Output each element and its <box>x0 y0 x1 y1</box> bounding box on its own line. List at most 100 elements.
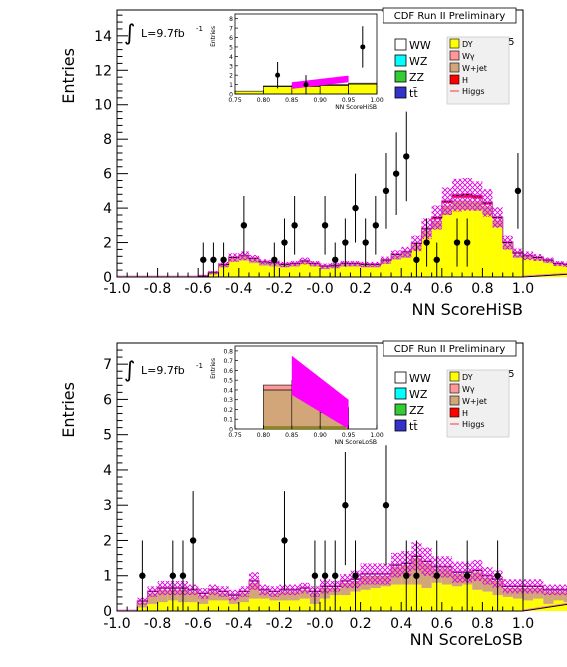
uncertainty-bin <box>370 261 381 268</box>
bar <box>289 600 300 611</box>
bar <box>238 260 249 277</box>
uncertainty-bin <box>147 586 158 597</box>
legend-swatch <box>394 86 407 99</box>
uncertainty-bin <box>462 177 473 211</box>
uncertainty-bin <box>248 572 260 590</box>
inset-bar <box>263 384 293 391</box>
bar <box>370 267 381 277</box>
bar <box>391 584 402 611</box>
bar <box>248 598 260 611</box>
x-tick-label: -0.8 <box>144 281 171 297</box>
data-point <box>433 256 440 263</box>
inset-y-tick-label: 0 <box>229 92 233 99</box>
legend-swatch <box>394 403 407 416</box>
uncertainty-bin <box>512 248 523 258</box>
inset-data-point <box>360 44 366 50</box>
uncertainty-bin <box>208 584 219 596</box>
bar <box>492 227 503 277</box>
data-point <box>342 502 349 509</box>
legend-entry: ZZ <box>409 71 425 84</box>
data-point <box>362 239 369 246</box>
inset-y-tick-label: 6 <box>229 35 233 42</box>
x-tick-label: -0.2 <box>266 281 293 297</box>
y-tick-label: 10 <box>94 98 112 114</box>
legend-swatch <box>449 371 460 382</box>
legend-swatch <box>394 371 407 384</box>
inset-bar <box>263 389 293 428</box>
bar <box>228 603 239 611</box>
bar <box>523 588 534 601</box>
uncertainty-bin <box>269 586 280 597</box>
inset-y-tick-label: 0 <box>229 427 233 434</box>
data-points <box>200 111 522 277</box>
bar <box>543 263 554 277</box>
uncertainty-bin <box>451 561 463 583</box>
x-tick-label: -0.8 <box>144 616 171 632</box>
inset-y-tick-label: 0.7 <box>223 358 233 365</box>
uncertainty-bin <box>441 556 452 578</box>
x-tick-label: 0.6 <box>431 616 453 632</box>
y-tick-label: 2 <box>103 533 112 549</box>
bar <box>563 266 567 277</box>
chart-panel-top: -1.0 -0.8 -0.6 -0.4 -0.2 -0.0 0.2 0.4 0.6 0.8 1.0 N… <box>59 7 567 319</box>
legend-swatch <box>394 70 407 83</box>
legend-entry: tt̄ <box>409 420 418 433</box>
inset-x-axis-label: NN ScoreLoSB <box>334 439 377 446</box>
uncertainty-bin <box>441 187 452 215</box>
uncertainty-bin <box>370 563 381 585</box>
inset-bar <box>348 83 378 95</box>
legend-swatch <box>394 38 407 51</box>
data-point <box>291 222 298 229</box>
x-tick-label: -0.0 <box>306 616 333 632</box>
uncertainty-bin <box>563 261 567 268</box>
y-tick-label: 14 <box>94 29 112 45</box>
bar <box>248 263 260 277</box>
y-axis: 0 2 4 6 8 10 12 14 Entries <box>59 14 128 286</box>
bar <box>218 600 229 611</box>
bar <box>279 591 290 601</box>
inset-y-tick-label: 0.4 <box>223 387 233 394</box>
legend-swatch <box>449 62 460 73</box>
uncertainty-bin <box>238 251 249 261</box>
bar <box>299 589 310 599</box>
bar <box>472 210 483 277</box>
inset-y-axis-label: Entries <box>210 358 217 379</box>
inset-data-point <box>303 82 309 88</box>
y-tick-label: 6 <box>103 167 112 183</box>
uncertainty-bin <box>259 259 270 265</box>
bar <box>238 602 249 611</box>
bar <box>157 602 168 611</box>
data-point <box>382 502 390 509</box>
legend-swatch <box>394 54 407 67</box>
inset-background <box>209 12 383 117</box>
bar <box>248 582 260 599</box>
inset-x-tick-label: 0.75 <box>228 432 242 439</box>
legend-entry: Wγ <box>462 52 475 61</box>
bar <box>208 600 219 611</box>
bar <box>228 261 239 277</box>
inset-y-tick-label: 0.5 <box>223 378 233 385</box>
uncertainty-bin <box>157 581 168 596</box>
uncertainty-bin <box>289 260 300 267</box>
bar <box>157 589 168 603</box>
x-tick-label: 0.8 <box>471 281 493 297</box>
legend-swatch <box>449 74 460 85</box>
inset-x-tick-label: 0.85 <box>285 97 299 104</box>
x-tick-label: -0.4 <box>225 281 252 297</box>
y-axis: 0 1 2 3 4 5 6 7 Entries <box>59 342 128 620</box>
uncertainty-bin <box>553 584 564 596</box>
inset-y-tick-label: 4 <box>229 54 233 61</box>
data-point <box>463 572 471 579</box>
luminosity-label: ∫ L=9.7fb -1 <box>124 21 203 46</box>
legend-swatch <box>449 407 460 418</box>
inset-bar <box>348 82 378 85</box>
uncertainty-bin <box>350 260 361 267</box>
uncertainty-bin <box>391 552 402 578</box>
uncertainty-bin <box>482 189 493 217</box>
y-tick-label: 12 <box>94 63 112 79</box>
x-tick-label: 0.2 <box>349 616 371 632</box>
y-axis-label: Entries <box>59 382 78 438</box>
y-tick-label: 0 <box>103 270 112 286</box>
y-tick-label: 0 <box>103 604 112 620</box>
